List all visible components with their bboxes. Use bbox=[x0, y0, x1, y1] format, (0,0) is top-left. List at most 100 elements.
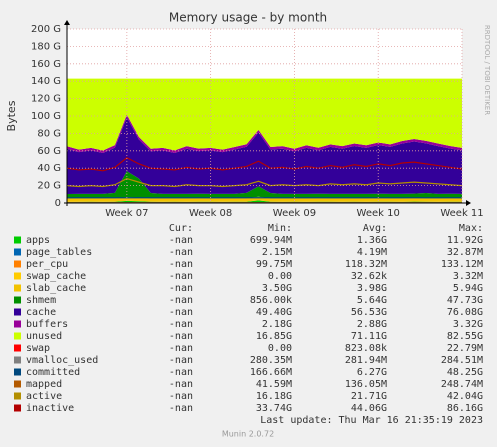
footer-version: Munin 2.0.72 bbox=[222, 430, 274, 439]
legend-label: per_cpu bbox=[26, 259, 68, 270]
legend-label: slab_cache bbox=[26, 283, 86, 294]
legend-label: committed bbox=[26, 367, 80, 378]
legend-swatch bbox=[14, 260, 21, 268]
x-tick-label: Week 11 bbox=[440, 208, 483, 219]
legend-value: -nan bbox=[169, 367, 193, 378]
legend-header: Min: bbox=[268, 223, 292, 234]
legend-value: -nan bbox=[169, 295, 193, 306]
legend-value: 3.32G bbox=[453, 319, 483, 330]
legend-swatch bbox=[14, 332, 21, 340]
legend-value: 2.15M bbox=[262, 247, 292, 258]
legend-swatch bbox=[14, 344, 21, 352]
legend-value: 22.79M bbox=[447, 343, 483, 354]
legend-value: -nan bbox=[169, 355, 193, 366]
area bbox=[67, 200, 462, 202]
y-axis-label: Bytes bbox=[5, 100, 18, 131]
legend-value: -nan bbox=[169, 247, 193, 258]
legend-value: -nan bbox=[169, 307, 193, 318]
legend-value: 32.62k bbox=[351, 271, 387, 282]
legend-swatch bbox=[14, 284, 21, 292]
chart-title: Memory usage - by month bbox=[169, 11, 327, 25]
legend-value: 133.12M bbox=[441, 259, 483, 270]
legend-value: -nan bbox=[169, 271, 193, 282]
legend-value: 11.92G bbox=[447, 235, 483, 246]
legend-value: 5.64G bbox=[357, 295, 387, 306]
x-tick-label: Week 10 bbox=[357, 208, 400, 219]
y-tick-label: 140 G bbox=[31, 76, 61, 87]
legend-value: 118.32M bbox=[345, 259, 387, 270]
footer-update: Last update: Thu Mar 16 21:35:19 2023 bbox=[260, 415, 483, 426]
legend-value: 48.25G bbox=[447, 367, 483, 378]
legend-label: swap bbox=[26, 343, 50, 354]
legend-value: -nan bbox=[169, 235, 193, 246]
legend-value: 823.08k bbox=[345, 343, 387, 354]
x-tick-label: Week 09 bbox=[273, 208, 316, 219]
legend-value: 0.00 bbox=[268, 271, 292, 282]
legend-label: inactive bbox=[26, 403, 74, 414]
legend-value: 32.87M bbox=[447, 247, 483, 258]
legend-value: 3.32M bbox=[453, 271, 483, 282]
legend-swatch bbox=[14, 404, 21, 412]
legend-label: apps bbox=[26, 235, 50, 246]
legend-value: 47.73G bbox=[447, 295, 483, 306]
legend-label: page_tables bbox=[26, 247, 92, 258]
legend-value: -nan bbox=[169, 403, 193, 414]
legend-value: 166.66M bbox=[250, 367, 292, 378]
legend-value: 56.53G bbox=[351, 307, 387, 318]
legend-value: 136.05M bbox=[345, 379, 387, 390]
line bbox=[66, 157, 463, 172]
y-tick-label: 200 G bbox=[31, 24, 61, 35]
legend-value: -nan bbox=[169, 283, 193, 294]
legend-header: Max: bbox=[459, 223, 483, 234]
legend-value: 699.94M bbox=[250, 235, 292, 246]
legend-value: 6.27G bbox=[357, 367, 387, 378]
area bbox=[67, 78, 462, 151]
legend-label: vmalloc_used bbox=[26, 355, 98, 366]
y-tick-label: 60 G bbox=[37, 146, 61, 157]
legend-value: 44.06G bbox=[351, 403, 387, 414]
legend-value: 76.08G bbox=[447, 307, 483, 318]
legend-value: 2.18G bbox=[262, 319, 292, 330]
legend-value: 86.16G bbox=[447, 403, 483, 414]
legend-value: 3.50G bbox=[262, 283, 292, 294]
legend-label: active bbox=[26, 391, 62, 402]
legend-value: 4.19M bbox=[357, 247, 387, 258]
legend-value: -nan bbox=[169, 343, 193, 354]
legend-header: Avg: bbox=[363, 223, 387, 234]
legend-value: 0.00 bbox=[268, 343, 292, 354]
legend-value: 3.98G bbox=[357, 283, 387, 294]
legend-value: -nan bbox=[169, 379, 193, 390]
legend-swatch bbox=[14, 296, 21, 304]
area bbox=[67, 196, 462, 202]
legend-value: 82.55G bbox=[447, 331, 483, 342]
legend-value: -nan bbox=[169, 319, 193, 330]
legend-value: 284.51M bbox=[441, 355, 483, 366]
legend-value: 5.94G bbox=[453, 283, 483, 294]
y-tick-label: 160 G bbox=[31, 59, 61, 70]
legend-header: Cur: bbox=[169, 223, 193, 234]
legend-swatch bbox=[14, 392, 21, 400]
legend-value: -nan bbox=[169, 391, 193, 402]
area bbox=[67, 117, 462, 195]
legend-swatch bbox=[14, 320, 21, 328]
legend-swatch bbox=[14, 356, 21, 364]
axis-arrow bbox=[466, 200, 471, 206]
area bbox=[67, 114, 462, 154]
legend-value: 42.04G bbox=[447, 391, 483, 402]
legend-value: 280.35M bbox=[250, 355, 292, 366]
axis-arrow bbox=[64, 20, 70, 25]
y-tick-label: 20 G bbox=[37, 181, 61, 192]
legend-label: unused bbox=[26, 331, 62, 342]
legend-value: -nan bbox=[169, 331, 193, 342]
legend-value: 41.59M bbox=[256, 379, 292, 390]
legend-value: 1.36G bbox=[357, 235, 387, 246]
legend-label: buffers bbox=[26, 319, 68, 330]
legend-value: -nan bbox=[169, 259, 193, 270]
x-tick-label: Week 07 bbox=[105, 208, 148, 219]
legend-value: 248.74M bbox=[441, 379, 483, 390]
y-tick-label: 0 bbox=[55, 198, 61, 209]
legend-label: swap_cache bbox=[26, 271, 86, 282]
legend-swatch bbox=[14, 380, 21, 388]
side-text: RRDTOOL / TOBI OETIKER bbox=[483, 25, 491, 115]
